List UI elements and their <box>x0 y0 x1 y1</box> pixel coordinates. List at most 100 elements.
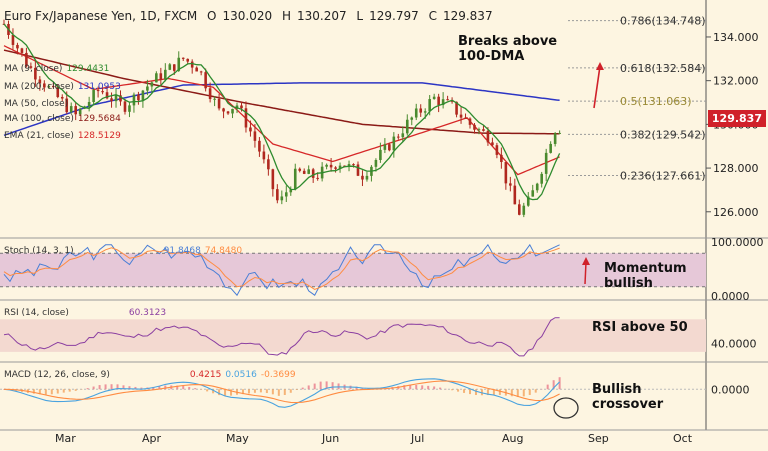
y-tick-label: 128.000 <box>713 162 759 175</box>
candle-up <box>114 95 118 102</box>
stoch-legend[interactable]: Stoch (14, 3, 1) 91.8468 74.8480 <box>4 246 242 256</box>
candle-up <box>128 105 131 112</box>
macd-hist-bar <box>415 384 418 390</box>
macd-hist-bar <box>50 389 53 395</box>
candle-up <box>307 169 310 174</box>
macd-hist-bar <box>271 389 274 395</box>
stoch-d-value: 74.8480 <box>204 246 243 256</box>
stoch-d-line <box>3 247 560 290</box>
annotation-breaks: Breaks above 100-DMA <box>458 34 557 64</box>
macd-hist-bar <box>331 382 334 390</box>
y-tick-label: 126.000 <box>713 206 759 219</box>
candle-down <box>190 61 194 68</box>
candle-down <box>226 111 230 114</box>
x-tick-label: Mar <box>55 432 76 445</box>
macd-hist-bar <box>176 385 179 390</box>
high-value: 130.207 <box>296 9 347 23</box>
candle-up <box>347 164 351 168</box>
macd-hist-bar <box>421 385 424 390</box>
macd-hist-bar <box>457 389 460 392</box>
macd-hist-bar <box>534 389 537 393</box>
candle-down <box>217 98 221 109</box>
macd-hist-bar <box>140 387 143 390</box>
candle-down <box>96 89 100 92</box>
candle-down <box>65 98 69 113</box>
x-tick-label: Aug <box>502 432 523 445</box>
macd-hist-bar <box>301 387 304 390</box>
candle-down <box>101 91 104 93</box>
candle-up <box>410 117 414 120</box>
macd-hist-bar <box>62 389 65 393</box>
legend-ma50[interactable]: MA (50, close) <box>4 99 68 109</box>
annotation-macd-line1: Bullish <box>592 382 642 397</box>
annotation-rsi: RSI above 50 <box>592 320 688 335</box>
macd-hist-bar <box>194 388 197 390</box>
low-value: 129.797 <box>369 9 419 23</box>
macd-hist-bar <box>498 389 501 395</box>
legend-ma100[interactable]: MA (100, close) 129.5684 <box>4 114 121 124</box>
candle-down <box>123 101 127 112</box>
fib-label: 0.5(131.063) <box>620 95 692 108</box>
candle-up <box>379 149 382 160</box>
candle-down <box>468 118 472 125</box>
candle-down <box>334 167 337 169</box>
candle-up <box>401 133 405 138</box>
candle-up <box>423 111 427 113</box>
macd-hist-bar <box>122 385 125 390</box>
candle-up <box>92 89 95 103</box>
macd-hist-bar <box>307 385 310 390</box>
candle-down <box>25 52 28 67</box>
stoch-label: Stoch (14, 3, 1) <box>4 246 74 256</box>
macd-hist-bar <box>188 386 191 390</box>
macd-hist-bar <box>313 383 316 390</box>
legend-ma-fast[interactable]: MA (9, close) 129.4431 <box>4 64 109 74</box>
macd-hist-bar <box>230 389 233 396</box>
breakout-arrow <box>593 65 601 109</box>
candle-down <box>298 168 302 171</box>
macd-hist-bar <box>480 389 483 396</box>
candle-up <box>280 196 284 201</box>
macd-hist-bar <box>128 386 131 390</box>
symbol-title[interactable]: Euro Fx/Japanese Yen, 1D, FXCM <box>4 9 198 23</box>
legend-ma200[interactable]: MA (200, close) 131.0953 <box>4 82 121 92</box>
candle-down <box>56 86 60 97</box>
candle-down <box>491 142 494 146</box>
breakout-arrowhead <box>596 62 604 70</box>
stoch-tick-label: 0.0000 <box>711 290 750 303</box>
candle-down <box>267 159 270 170</box>
candle-up <box>146 86 149 91</box>
legend-ema21[interactable]: EMA (21, close) 128.5129 <box>4 131 121 141</box>
candle-down <box>244 108 248 128</box>
candle-down <box>253 131 257 141</box>
candle-down <box>240 105 243 109</box>
macd-hist-bar <box>439 387 442 390</box>
macd-hist-bar <box>463 389 466 393</box>
candle-down <box>181 57 185 59</box>
macd-signal-line <box>3 380 560 404</box>
candle-down <box>388 144 391 151</box>
macd-legend[interactable]: MACD (12, 26, close, 9) 0.4215 0.0516 -0.36… <box>4 370 296 380</box>
annotation-momentum-line2: bullish <box>604 276 653 291</box>
candle-down <box>311 169 315 178</box>
candle-down <box>513 185 517 205</box>
legend-ma50-label: MA (50, close) <box>4 99 69 109</box>
candle-up <box>549 143 552 153</box>
macd-hist-bar <box>68 389 71 392</box>
candle-down <box>172 64 176 71</box>
candle-up <box>293 168 297 190</box>
candle-up <box>155 73 158 83</box>
ma100-line <box>3 49 560 135</box>
rsi-legend[interactable]: RSI (14, close) 60.3123 <box>4 308 166 318</box>
macd-hist-bar <box>44 389 47 395</box>
macd-hist-bar <box>277 389 280 396</box>
legend-ma100-value: 129.5684 <box>77 114 121 124</box>
macd-hist-bar <box>528 389 531 395</box>
candle-down <box>302 170 306 174</box>
open-value: 130.020 <box>222 9 273 23</box>
macd-hist-bar <box>558 377 561 390</box>
candle-down <box>419 108 423 113</box>
fib-label: 0.236(127.661) <box>620 169 706 182</box>
candle-up <box>544 152 548 174</box>
candle-up <box>168 64 172 70</box>
macd-hist-bar <box>409 384 412 390</box>
